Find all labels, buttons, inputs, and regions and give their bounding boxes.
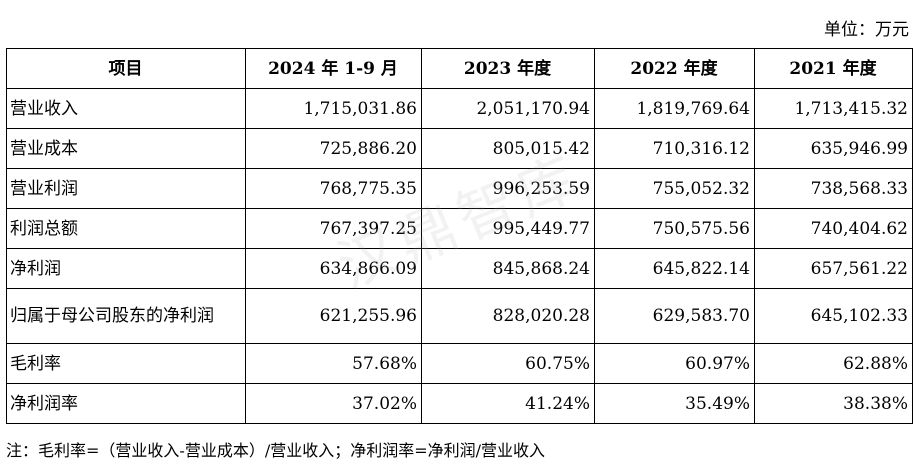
cell-value: 805,015.42	[421, 128, 595, 169]
header-2021: 2021 年度	[754, 48, 913, 89]
table-row: 利润总额 767,397.25 995,449.77 750,575.56 74…	[6, 208, 913, 249]
cell-value: 996,253.59	[421, 168, 595, 209]
cell-value: 845,868.24	[421, 248, 595, 289]
row-label: 营业收入	[6, 88, 246, 129]
cell-value: 621,255.96	[245, 288, 422, 344]
cell-value: 35.49%	[594, 383, 755, 424]
row-label: 净利润	[6, 248, 246, 289]
cell-value: 41.24%	[421, 383, 595, 424]
cell-value: 60.97%	[594, 343, 755, 384]
table-row: 归属于母公司股东的净利润 621,255.96 828,020.28 629,5…	[6, 288, 913, 344]
cell-value: 750,575.56	[594, 208, 755, 249]
cell-value: 634,866.09	[245, 248, 422, 289]
cell-value: 725,886.20	[245, 128, 422, 169]
table-row: 毛利率 57.68% 60.75% 60.97% 62.88%	[6, 343, 913, 384]
header-2022: 2022 年度	[594, 48, 755, 89]
cell-value: 738,568.33	[754, 168, 913, 209]
table-row: 营业利润 768,775.35 996,253.59 755,052.32 73…	[6, 168, 913, 209]
cell-value: 1,715,031.86	[245, 88, 422, 129]
cell-value: 755,052.32	[594, 168, 755, 209]
table-header-row: 项目 2024 年 1-9 月 2023 年度 2022 年度 2021 年度	[6, 48, 913, 89]
cell-value: 767,397.25	[245, 208, 422, 249]
cell-value: 38.38%	[754, 383, 913, 424]
cell-value: 995,449.77	[421, 208, 595, 249]
cell-value: 2,051,170.94	[421, 88, 595, 129]
row-label: 营业利润	[6, 168, 246, 209]
cell-value: 657,561.22	[754, 248, 913, 289]
row-label: 毛利率	[6, 343, 246, 384]
row-label: 归属于母公司股东的净利润	[6, 288, 246, 344]
row-label: 净利润率	[6, 383, 246, 424]
cell-value: 62.88%	[754, 343, 913, 384]
row-label: 营业成本	[6, 128, 246, 169]
cell-value: 635,946.99	[754, 128, 913, 169]
cell-value: 1,819,769.64	[594, 88, 755, 129]
cell-value: 645,822.14	[594, 248, 755, 289]
cell-value: 645,102.33	[754, 288, 913, 344]
unit-label: 单位：万元	[824, 20, 909, 40]
row-label: 利润总额	[6, 208, 246, 249]
cell-value: 37.02%	[245, 383, 422, 424]
cell-value: 768,775.35	[245, 168, 422, 209]
table-row: 净利润 634,866.09 845,868.24 645,822.14 657…	[6, 248, 913, 289]
footnote: 注：毛利率=（营业收入-营业成本）/营业收入；净利润率=净利润/营业收入	[6, 441, 546, 460]
financial-table: 项目 2024 年 1-9 月 2023 年度 2022 年度 2021 年度 …	[6, 48, 913, 424]
cell-value: 828,020.28	[421, 288, 595, 344]
cell-value: 629,583.70	[594, 288, 755, 344]
table-row: 净利润率 37.02% 41.24% 35.49% 38.38%	[6, 383, 913, 424]
table-row: 营业成本 725,886.20 805,015.42 710,316.12 63…	[6, 128, 913, 169]
cell-value: 740,404.62	[754, 208, 913, 249]
cell-value: 710,316.12	[594, 128, 755, 169]
table-row: 营业收入 1,715,031.86 2,051,170.94 1,819,769…	[6, 88, 913, 129]
header-item: 项目	[6, 48, 246, 89]
cell-value: 60.75%	[421, 343, 595, 384]
header-2023: 2023 年度	[421, 48, 595, 89]
header-2024: 2024 年 1-9 月	[245, 48, 422, 89]
cell-value: 57.68%	[245, 343, 422, 384]
cell-value: 1,713,415.32	[754, 88, 913, 129]
